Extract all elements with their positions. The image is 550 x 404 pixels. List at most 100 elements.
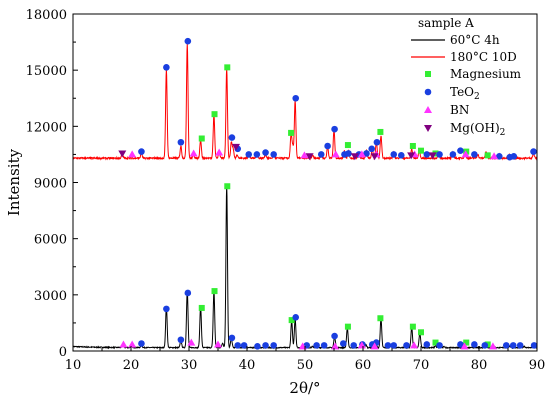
marker-circle	[228, 334, 236, 342]
marker-circle	[530, 342, 538, 349]
marker-square	[344, 323, 351, 330]
marker-circle	[516, 342, 524, 349]
legend-entry-label: TeO2	[450, 85, 480, 102]
marker-circle	[138, 340, 145, 347]
y-tick-label: 15000	[26, 64, 67, 79]
x-tick-label: 20	[123, 358, 140, 373]
y-tick-label: 12000	[26, 120, 67, 135]
marker-circle	[324, 142, 331, 150]
marker-circle	[509, 342, 517, 349]
legend-entry-label: Magnesium	[450, 67, 522, 81]
y-tick-label: 18000	[26, 8, 67, 23]
marker-circle	[502, 342, 510, 349]
marker-circle	[384, 342, 392, 349]
marker-circle	[234, 342, 242, 349]
marker-circle	[313, 342, 320, 349]
marker-circle	[245, 151, 253, 158]
marker-triangle-down	[407, 152, 416, 160]
marker-triangle-down	[428, 152, 437, 160]
marker-layer	[118, 37, 538, 350]
marker-circle	[496, 152, 503, 160]
marker-square	[409, 142, 416, 149]
marker-circle	[403, 342, 410, 349]
marker-triangle-down	[305, 153, 314, 161]
x-tick-label: 10	[65, 358, 82, 373]
x-tick-label: 60	[355, 358, 372, 373]
marker-circle	[177, 138, 185, 146]
marker-circle	[163, 64, 170, 71]
legend-entry-label: 60°C 4h	[450, 33, 500, 47]
marker-square	[288, 129, 295, 136]
marker-triangle-up	[331, 342, 340, 350]
marker-square	[211, 111, 218, 118]
marker-square	[418, 147, 424, 154]
marker-triangle-down	[370, 153, 379, 161]
x-tick-label: 40	[239, 358, 256, 373]
marker-circle	[254, 343, 261, 350]
x-tick-label: 50	[297, 358, 314, 373]
marker-circle	[138, 148, 145, 155]
marker-triangle-up	[370, 342, 379, 350]
marker-circle	[363, 150, 370, 157]
axis-layer: 10 20 30 40 50 60 70 80 90 0 3000 6000 9000 12000 1500…	[26, 8, 546, 373]
marker-triangle-up	[357, 341, 366, 349]
marker-square	[288, 317, 295, 324]
marker-triangle-down	[350, 153, 359, 161]
marker-circle	[331, 332, 338, 340]
marker-circle	[457, 341, 464, 348]
marker-square	[198, 304, 205, 311]
marker-circle	[510, 152, 518, 160]
legend-title: sample A	[418, 16, 474, 30]
marker-circle	[292, 94, 300, 102]
marker-triangle-up	[214, 340, 222, 348]
legend-entry-label: Mg(OH)2	[450, 121, 505, 138]
marker-triangle-down	[118, 150, 127, 158]
marker-square	[463, 339, 470, 346]
marker-circle	[184, 289, 192, 297]
marker-square	[377, 315, 384, 322]
marker-circle	[397, 152, 405, 159]
marker-circle	[184, 37, 192, 45]
x-tick-label: 80	[471, 358, 488, 373]
marker-circle	[423, 151, 431, 158]
marker-circle	[163, 305, 170, 313]
marker-triangle-up	[331, 150, 340, 158]
marker-circle	[449, 151, 457, 158]
legend-swatch-triangle-up	[424, 106, 432, 113]
marker-square	[224, 64, 231, 71]
marker-circle	[339, 340, 347, 347]
marker-triangle-up	[488, 342, 497, 350]
marker-circle	[368, 145, 376, 153]
y-tick-label: 3000	[34, 289, 67, 304]
marker-circle	[436, 342, 443, 349]
marker-triangle-up	[189, 149, 198, 157]
marker-circle	[423, 341, 431, 348]
marker-circle	[253, 151, 261, 158]
marker-triangle-up	[119, 340, 128, 348]
marker-triangle-up	[300, 151, 309, 159]
marker-circle	[270, 151, 277, 158]
marker-circle	[240, 342, 248, 349]
marker-square	[484, 152, 491, 159]
marker-square	[344, 142, 351, 149]
x-axis-title: 2θ/°	[289, 379, 320, 397]
marker-circle	[177, 336, 185, 344]
marker-triangle-up	[128, 340, 137, 348]
marker-circle	[228, 134, 236, 141]
marker-triangle-up	[461, 150, 470, 158]
legend-entry-label: 180°C 10D	[450, 50, 517, 64]
marker-circle	[262, 149, 269, 156]
y-tick-label: 0	[59, 345, 67, 360]
marker-circle	[331, 125, 338, 133]
marker-triangle-up	[460, 342, 469, 350]
marker-circle	[436, 151, 443, 158]
marker-circle	[457, 147, 464, 154]
marker-circle	[317, 151, 325, 158]
marker-circle	[262, 342, 269, 349]
marker-square	[198, 135, 205, 142]
marker-circle	[471, 341, 478, 348]
marker-square	[432, 339, 439, 346]
marker-square	[224, 183, 231, 190]
marker-circle	[390, 342, 398, 349]
